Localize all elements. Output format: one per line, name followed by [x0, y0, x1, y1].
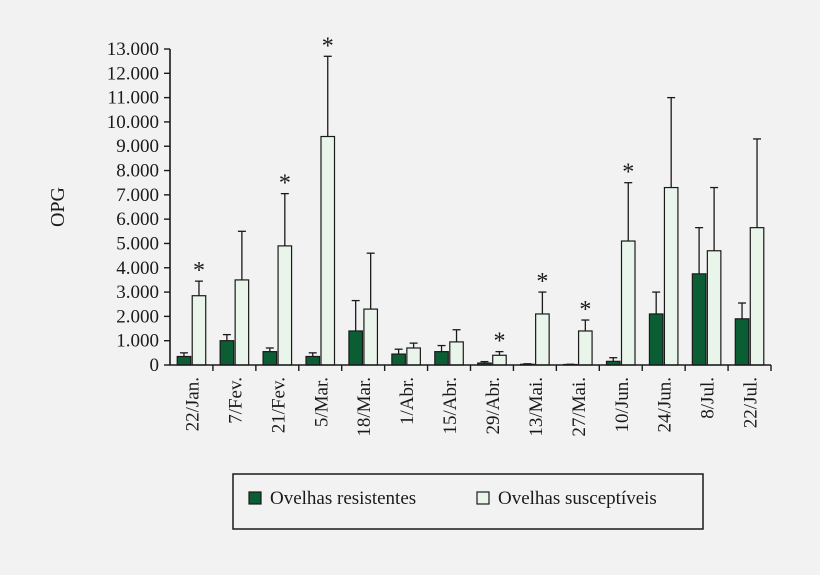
y-tick-label: 2.000	[116, 306, 159, 327]
x-tick-label: 18/Mar.	[354, 377, 375, 437]
x-tick-label: 15/Abr.	[440, 377, 461, 435]
x-tick-label: 10/Jun.	[612, 377, 633, 432]
bar-susceptiveis	[535, 313, 550, 366]
y-axis-ticks: 0 1.000 2.000 3.000 4.000 5.000 6.000 7.000 8.00…	[107, 39, 170, 376]
bar-susceptiveis	[449, 341, 464, 366]
legend-box	[232, 473, 704, 530]
bar-resistentes	[734, 318, 750, 366]
bar-susceptiveis	[577, 330, 593, 366]
significance-marker: *	[579, 297, 591, 323]
y-tick-label: 5.000	[116, 233, 159, 254]
bar-resistentes	[691, 273, 707, 366]
bar-resistentes	[348, 330, 364, 366]
legend-label-susceptiveis: Ovelhas susceptíveis	[498, 488, 657, 509]
y-tick-label: 11.000	[107, 88, 159, 109]
bar-resistentes	[176, 355, 192, 366]
x-tick-label: 27/Mai.	[569, 377, 590, 437]
bars	[176, 135, 765, 366]
x-tick-label: 22/Jul.	[741, 377, 762, 428]
y-tick-label: 8.000	[116, 161, 159, 182]
bar-susceptiveis	[663, 186, 679, 366]
bar-susceptiveis	[706, 250, 722, 366]
significance-markers: * * * * * * *	[193, 33, 634, 354]
bar-susceptiveis	[191, 295, 207, 366]
x-tick-label: 8/Jul.	[698, 377, 719, 419]
significance-marker: *	[493, 329, 505, 355]
bar-resistentes	[391, 353, 406, 366]
x-tick-label: 5/Mar.	[311, 377, 332, 427]
x-tick-label: 24/Jun.	[655, 377, 676, 432]
x-tick-label: 29/Abr.	[483, 377, 504, 435]
significance-marker: *	[193, 258, 205, 284]
x-tick-label: 21/Fev.	[268, 377, 289, 433]
bar-susceptiveis	[234, 279, 250, 366]
bar-resistentes	[648, 313, 664, 366]
y-tick-label: 12.000	[107, 63, 159, 84]
y-tick-label: 4.000	[116, 258, 159, 279]
y-tick-label: 9.000	[116, 136, 159, 157]
bar-resistentes	[219, 340, 235, 366]
error-bars	[179, 55, 762, 365]
legend-swatch-susceptiveis	[476, 491, 490, 505]
significance-marker: *	[279, 171, 291, 197]
bar-resistentes	[262, 351, 278, 366]
y-tick-label: 13.000	[107, 39, 159, 60]
y-tick-label: 1.000	[116, 331, 159, 352]
x-axis-ticks: 22/Jan. 7/Fev. 21/Fev. 5/Mar. 18/Mar. 1/Abr. 1…	[182, 365, 772, 437]
legend: Ovelhas resistentes Ovelhas susceptíveis	[232, 473, 704, 530]
bar-susceptiveis	[749, 227, 765, 366]
bar-susceptiveis	[320, 135, 336, 366]
y-tick-label: 6.000	[116, 209, 159, 230]
bar-susceptiveis	[492, 354, 507, 366]
x-tick-label: 1/Abr.	[397, 377, 418, 425]
y-tick-label: 7.000	[116, 185, 159, 206]
significance-marker: *	[536, 269, 548, 295]
y-tick-label: 10.000	[107, 112, 159, 133]
x-tick-label: 13/Mai.	[526, 377, 547, 437]
y-tick-label: 3.000	[116, 282, 159, 303]
bar-susceptiveis	[406, 347, 421, 366]
x-tick-label: 22/Jan.	[182, 377, 203, 431]
bar-susceptiveis	[363, 308, 379, 366]
significance-marker: *	[322, 33, 334, 59]
legend-label-resistentes: Ovelhas resistentes	[270, 488, 416, 509]
bar-susceptiveis	[620, 240, 636, 366]
bar-resistentes	[305, 355, 321, 366]
y-axis-title: OPG	[47, 187, 69, 227]
x-tick-label: 7/Fev.	[225, 377, 246, 424]
significance-marker: *	[622, 160, 634, 186]
bar-susceptiveis	[277, 245, 293, 366]
bar-resistentes	[434, 351, 449, 366]
legend-swatch-resistentes	[248, 491, 262, 505]
y-tick-label: 0	[150, 355, 160, 376]
